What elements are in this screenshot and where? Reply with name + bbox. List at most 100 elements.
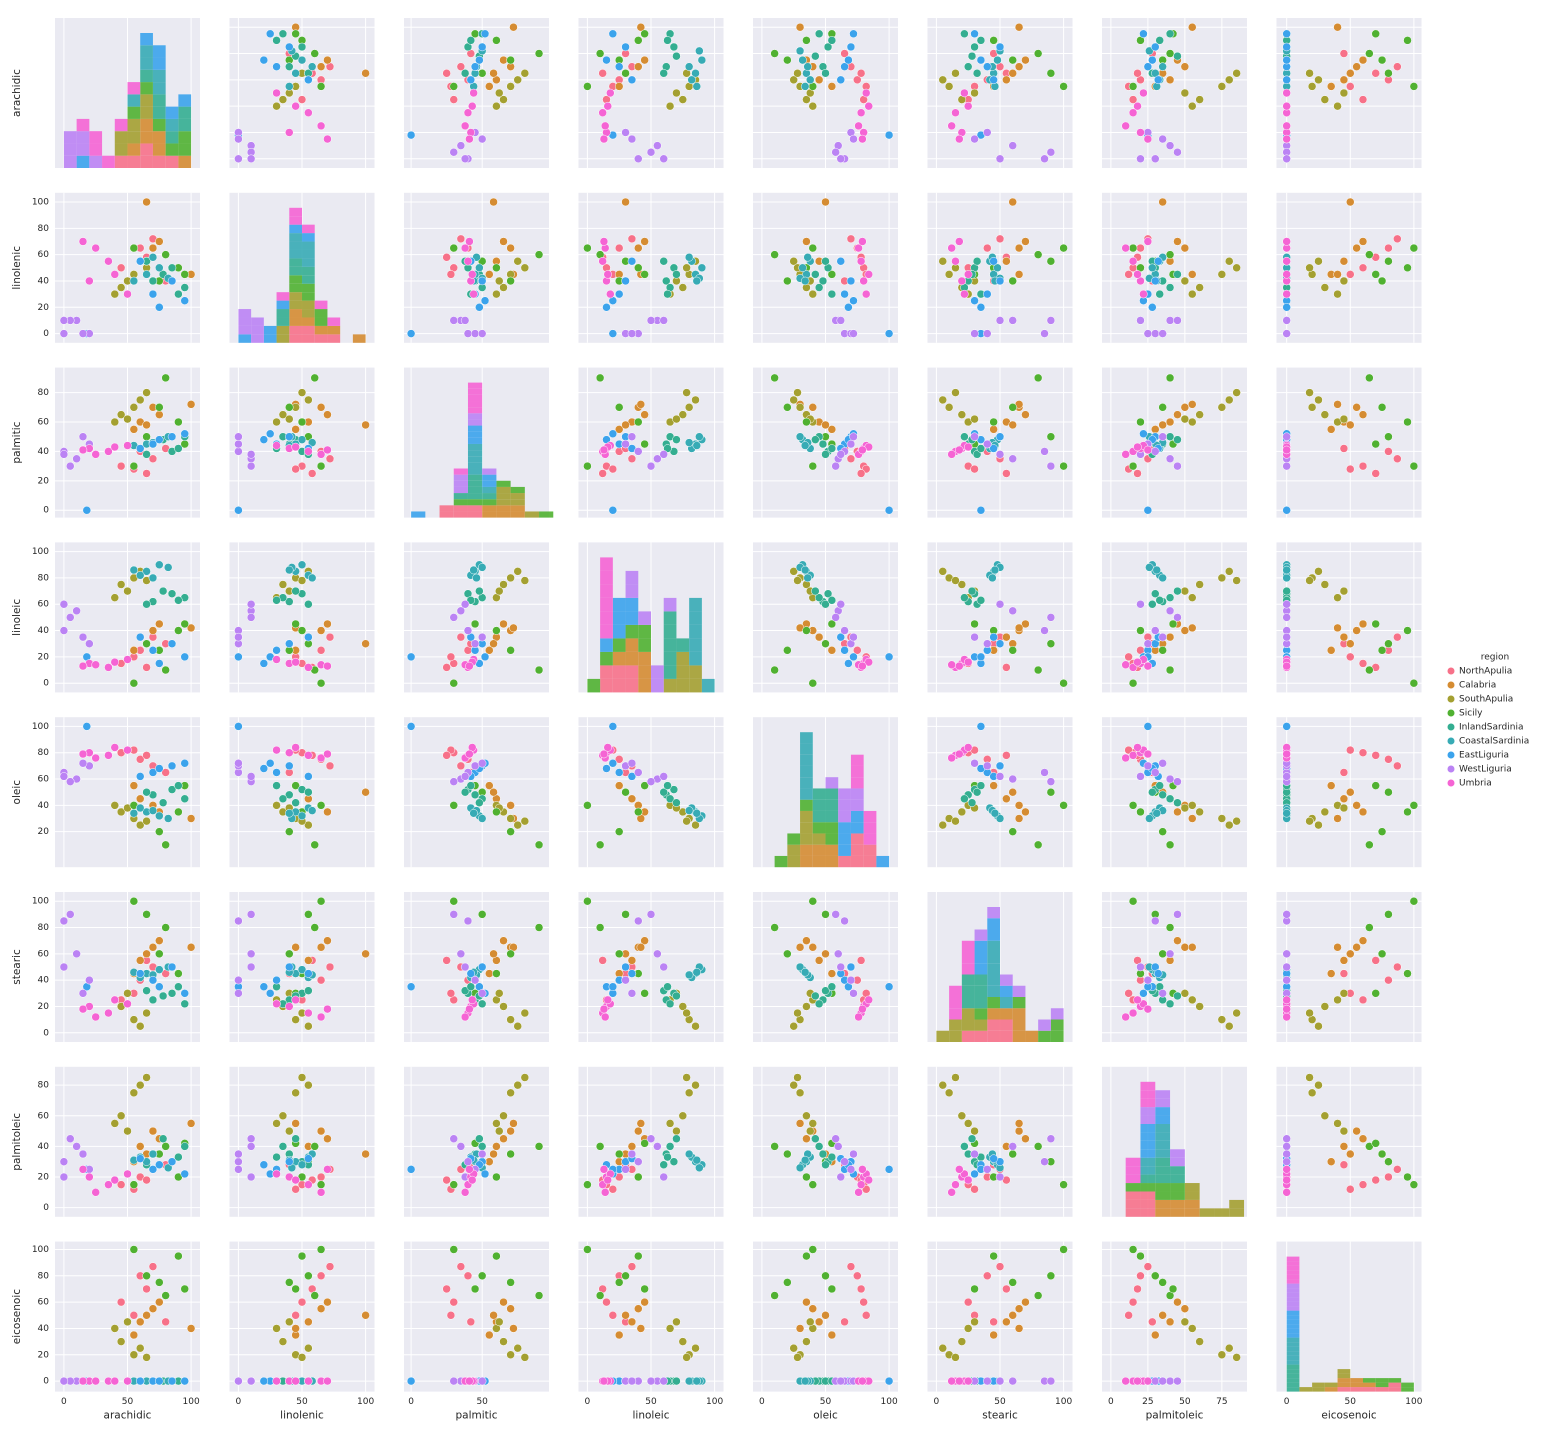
x-tick-label: 50 — [820, 1397, 832, 1407]
scatter-point — [1282, 749, 1291, 759]
scatter-point — [836, 1172, 846, 1182]
histogram-block — [289, 258, 302, 267]
histogram-block — [327, 334, 341, 343]
histogram-block — [165, 143, 179, 156]
scatter-point — [859, 1297, 868, 1307]
scatter-point — [634, 447, 643, 456]
scatter-point — [602, 764, 611, 773]
scatter-point — [465, 1004, 474, 1014]
histogram-block — [676, 651, 690, 666]
scatter-point — [634, 1251, 643, 1261]
scatter-point — [646, 910, 656, 919]
y-tick-label: 60 — [38, 418, 50, 428]
scatter-point — [246, 772, 256, 781]
scatter-point — [1393, 454, 1402, 464]
scatter-point — [800, 968, 810, 977]
scatter-point — [1033, 1291, 1043, 1300]
scatter-point — [800, 1155, 810, 1165]
scatter-point — [1173, 613, 1182, 622]
scatter-point — [123, 1169, 132, 1179]
histogram-block — [863, 855, 877, 868]
scatter-point — [692, 441, 702, 450]
histogram-block — [302, 300, 315, 310]
scatter-point — [1158, 197, 1167, 207]
scatter-point — [1148, 303, 1157, 312]
scatter-point — [634, 807, 643, 817]
scatter-point — [475, 263, 484, 273]
histogram-block — [1337, 1387, 1351, 1392]
scatter-point — [1158, 62, 1167, 71]
histogram-block — [663, 624, 677, 639]
histogram-block — [76, 131, 90, 144]
scatter-point — [972, 787, 982, 797]
scatter-point — [1148, 1317, 1157, 1327]
y-tick-label: 40 — [38, 447, 50, 457]
scatter-point — [323, 1297, 332, 1307]
scatter-point — [1046, 69, 1056, 78]
scatter-point — [174, 444, 183, 453]
scatter-point — [91, 1376, 100, 1386]
scatter-point — [1371, 29, 1380, 39]
scatter-point — [849, 989, 858, 998]
scatter-point — [634, 1126, 643, 1136]
scatter-point — [463, 916, 473, 926]
scatter-point — [963, 1324, 973, 1333]
scatter-point — [970, 296, 979, 305]
scatter-point — [1307, 82, 1317, 91]
scatter-point — [608, 505, 618, 515]
scatter-point — [1339, 768, 1349, 777]
scatter-point — [831, 613, 840, 622]
histogram-block — [838, 833, 851, 845]
histogram-block — [1140, 1090, 1156, 1099]
scatter-point — [285, 82, 294, 91]
scatter-point — [297, 965, 307, 974]
scatter-point — [849, 329, 858, 338]
scatter-point — [995, 276, 1005, 286]
histogram-block — [987, 1008, 1000, 1020]
scatter-point — [800, 565, 810, 575]
scatter-point — [1165, 75, 1175, 85]
scatter-point — [798, 263, 807, 273]
scatter-point — [323, 55, 332, 65]
histogram-block — [625, 597, 639, 612]
histogram-block — [302, 266, 315, 276]
scatter-point — [485, 82, 494, 91]
scatter-point — [614, 1278, 624, 1287]
scatter-point — [684, 403, 694, 412]
scatter-point — [1148, 787, 1157, 797]
scatter-point — [692, 1155, 702, 1165]
histogram-block — [289, 317, 302, 326]
scatter-point — [460, 599, 470, 609]
scatter-point — [1180, 626, 1190, 635]
histogram-block — [1140, 1166, 1156, 1175]
scatter-point — [861, 88, 871, 98]
scatter-point — [1307, 403, 1317, 412]
scatter-point — [513, 820, 522, 830]
histogram-block — [1155, 1098, 1171, 1108]
scatter-point — [167, 761, 177, 771]
histogram-block — [302, 224, 315, 234]
scatter-point — [1352, 801, 1361, 810]
scatter-point — [856, 69, 866, 78]
scatter-point — [1339, 1160, 1349, 1170]
histogram-block — [165, 155, 179, 168]
scatter-point — [1165, 774, 1175, 784]
histogram-block — [825, 855, 839, 868]
scatter-point — [1377, 1149, 1387, 1159]
scatter-point — [1158, 827, 1167, 836]
scatter-point — [477, 1271, 487, 1281]
histogram-block — [467, 456, 483, 463]
scatter-point — [123, 289, 132, 299]
histogram-block — [838, 855, 851, 868]
scatter-point — [814, 632, 824, 642]
scatter-point — [1128, 1008, 1138, 1018]
histogram-block — [1140, 1208, 1156, 1217]
scatter-point — [989, 75, 998, 85]
scatter-point — [470, 619, 480, 629]
scatter-point — [1333, 101, 1342, 111]
scatter-point — [990, 809, 1000, 818]
scatter-point — [1320, 1111, 1330, 1121]
histogram-block — [238, 317, 252, 326]
scatter-point — [846, 1262, 856, 1271]
histogram-block — [1050, 1008, 1064, 1020]
